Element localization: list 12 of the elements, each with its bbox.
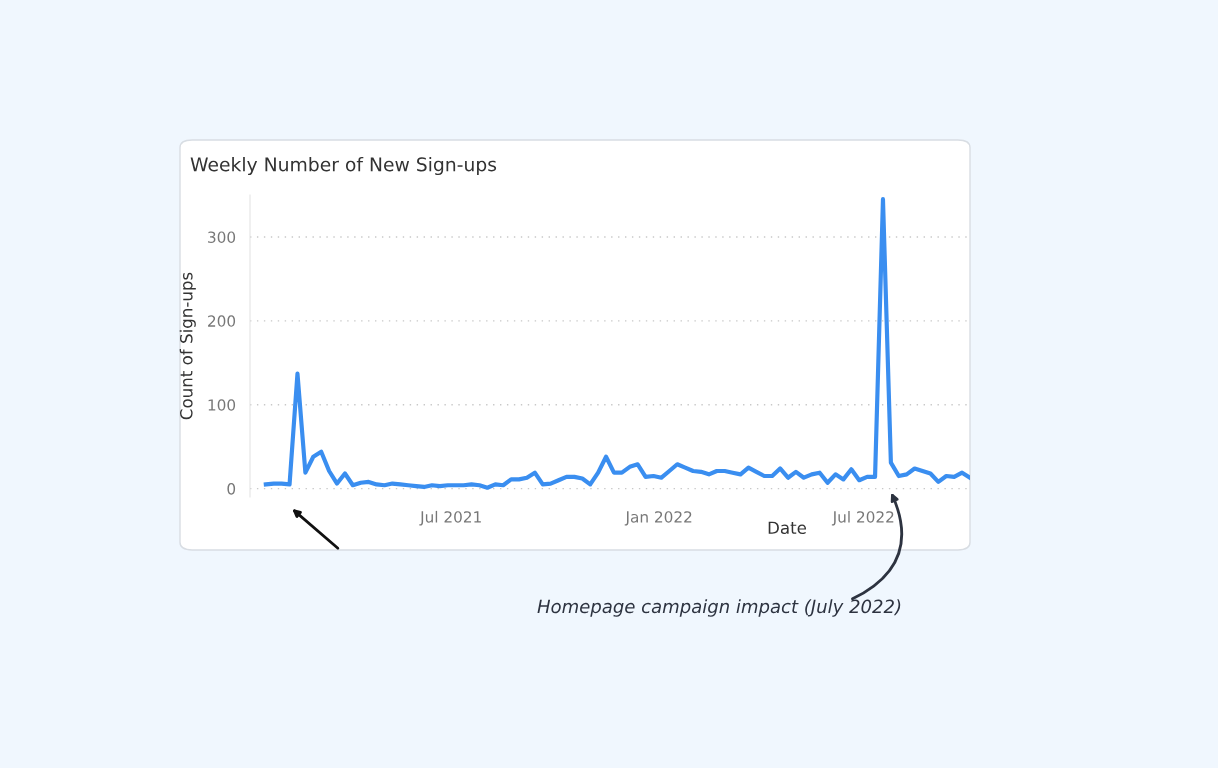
y-tick-label: 200 [208,315,236,327]
y-tick-label: 100 [208,399,236,411]
x-tick-label: Jul 2021 [419,510,481,526]
text: Homepage campaign impact (July 2022) [537,599,901,617]
x-tick-label: Jul 2022 [831,510,894,526]
line-series [263,197,970,490]
y-tick-label: 0 [227,483,236,495]
chart-title: Weekly Number of New Sign-ups [190,156,497,176]
x-tick-label: Jan 2022 [624,511,692,526]
y-tick-label: 300 [208,231,236,243]
x-axis-title: Date [768,521,807,535]
y-axis-title: Count of Sign-ups [179,272,196,420]
